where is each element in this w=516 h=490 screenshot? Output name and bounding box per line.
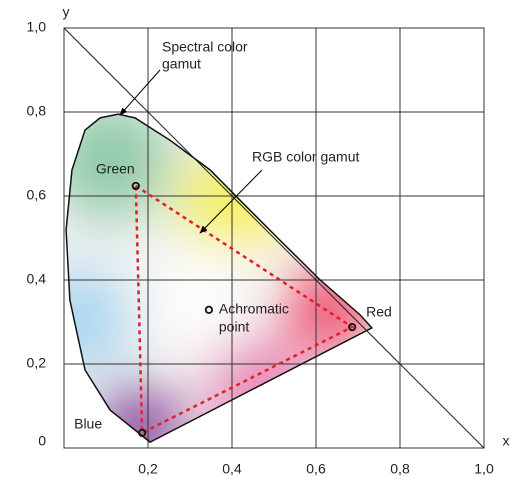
annotation: Spectral color — [162, 39, 248, 55]
point-label: Achromatic — [219, 301, 289, 317]
point — [131, 181, 140, 191]
x-tick-label: 0,2 — [138, 461, 158, 477]
y-tick-label: 0,8 — [27, 103, 47, 119]
x-tick-label: 0,6 — [306, 461, 326, 477]
y-tick-label: 0,4 — [27, 271, 47, 287]
annotation: RGB color gamut — [252, 149, 359, 165]
point-label: Blue — [74, 416, 102, 432]
annotation: gamut — [162, 56, 201, 72]
annotation-arrow — [119, 69, 161, 116]
point-label: Green — [96, 161, 135, 177]
grid — [63, 27, 485, 449]
point — [204, 305, 213, 314]
point-label: point — [219, 319, 249, 335]
spectral-locus — [65, 113, 374, 444]
y-tick-label: 0 — [38, 433, 46, 449]
x-tick-label: 1,0 — [474, 461, 494, 477]
x-tick-label: 0,8 — [390, 461, 410, 477]
rgb-gamut-triangle — [134, 183, 355, 435]
x-axis-label: x — [503, 433, 510, 449]
point-label: Red — [366, 304, 392, 320]
point — [138, 428, 147, 437]
x-tick-label: 0,4 — [222, 461, 242, 477]
marks — [65, 113, 374, 444]
diagonal-line — [63, 27, 485, 449]
y-tick-label: 0,2 — [27, 355, 47, 371]
annotation-arrow — [199, 169, 263, 234]
y-tick-label: 1,0 — [27, 19, 47, 35]
point — [348, 322, 357, 332]
y-axis-label: y — [63, 4, 70, 20]
y-tick-label: 0,6 — [27, 187, 47, 203]
